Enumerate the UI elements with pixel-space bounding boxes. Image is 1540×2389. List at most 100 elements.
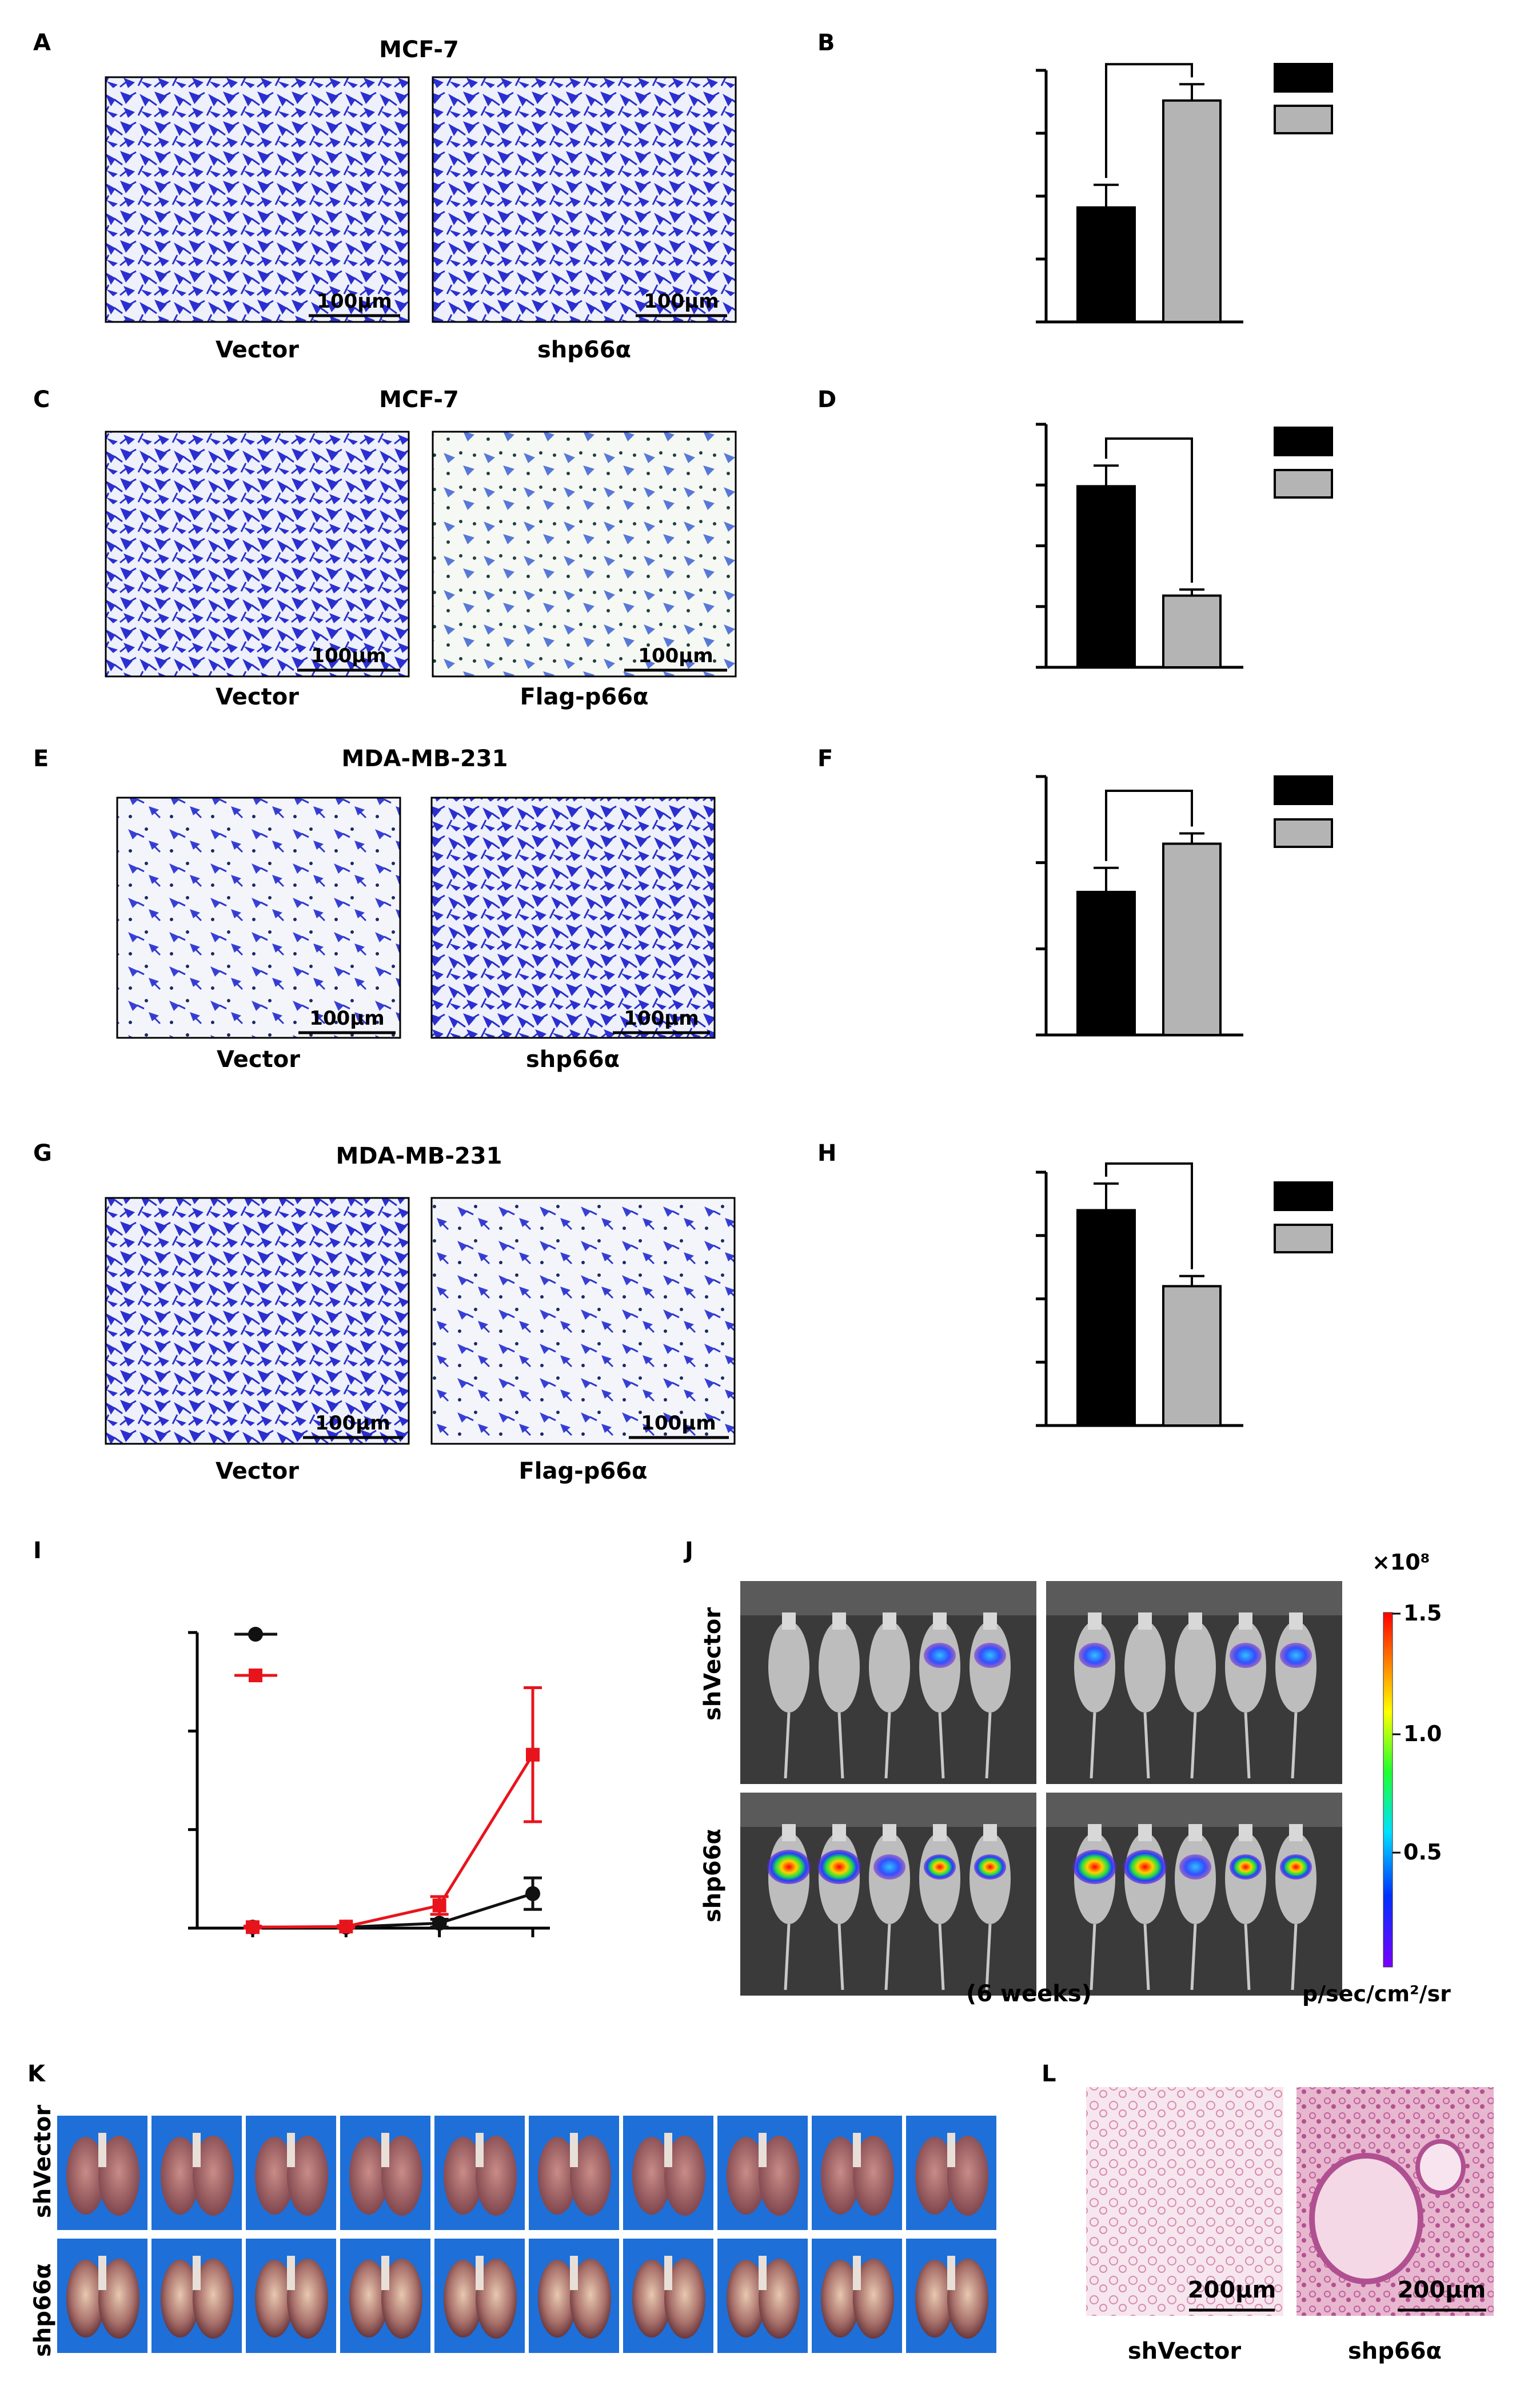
data-point <box>432 1916 447 1931</box>
luminescence-signal <box>873 1854 905 1880</box>
time-caption: (6 weeks) <box>966 1981 1092 2007</box>
legend-swatch <box>1274 469 1333 499</box>
lung-lobe <box>947 2136 988 2216</box>
lung-photo-shvector <box>906 2116 996 2230</box>
image-label-vector: Vector <box>216 337 299 363</box>
panel-letter: I <box>33 1538 42 1564</box>
luminescence-signal <box>1280 1854 1312 1880</box>
nose-cone <box>1088 1824 1102 1841</box>
nose-cone <box>933 1824 947 1841</box>
lung-lobe <box>538 2137 577 2215</box>
image-label-flag-p66a: Flag-p66α <box>520 684 648 710</box>
scale-bar-label: 100μm <box>309 1007 384 1030</box>
micrograph-shp66a <box>432 76 737 323</box>
row-label-shvector: shVector <box>30 2105 56 2218</box>
legend-swatch <box>1274 427 1333 456</box>
mouse-tail <box>985 1924 992 1990</box>
lung-lobe <box>381 2136 422 2216</box>
trachea <box>759 2256 767 2290</box>
nose-cone <box>883 1824 896 1841</box>
legend-swatch <box>1274 105 1333 134</box>
bar <box>1162 99 1222 324</box>
luminescence-signal <box>924 1854 956 1880</box>
lung-lobe <box>947 2259 988 2339</box>
data-point <box>526 1747 540 1762</box>
panel-letter: B <box>817 30 835 56</box>
trachea <box>664 2256 672 2290</box>
trachea <box>193 2133 201 2167</box>
panel-title: MDA-MB-231 <box>342 746 508 772</box>
mouse-body <box>1124 1621 1166 1713</box>
luminescence-signal <box>767 1850 811 1884</box>
lung-lobe <box>632 2137 671 2215</box>
panel-E: E MDA-MB-231 100μm 100μm Vector shp66α <box>33 746 716 1073</box>
scale-bar-label: 100μm <box>317 290 392 313</box>
luminescence-signal <box>1280 1643 1312 1668</box>
mouse-tail <box>1143 1712 1150 1779</box>
panel-letter: J <box>683 1538 693 1564</box>
lung-lobe <box>727 2137 765 2215</box>
mouse-tail <box>1143 1924 1150 1990</box>
mouse-tail <box>1190 1712 1197 1779</box>
mouse-tail <box>837 1924 844 1990</box>
lung-lobe <box>193 2136 234 2216</box>
row-label-shvector: shVector <box>700 1607 726 1721</box>
mouse-tail <box>1291 1712 1298 1779</box>
panel-title: MCF-7 <box>379 387 459 413</box>
bar-chart-F: F <box>817 746 1333 1037</box>
line-chart-I: I <box>33 1538 550 1937</box>
panel-letter: F <box>817 746 833 772</box>
mouse-tail <box>985 1712 992 1779</box>
lung-photo-shvector <box>434 2116 525 2230</box>
lung-lobe <box>161 2260 200 2338</box>
lung-photo-grid <box>57 2116 996 2353</box>
lung-lobe <box>759 2136 800 2216</box>
mouse-tail <box>1244 1924 1251 1990</box>
scale-bar-label: 200μm <box>1398 2277 1486 2303</box>
lung-lobe <box>570 2136 611 2216</box>
luminescence-signal <box>1073 1850 1116 1884</box>
nose-cone <box>1239 1612 1252 1630</box>
colorbar-tick-label: 0.5 <box>1403 1839 1442 1865</box>
lung-photo-shvector <box>57 2116 147 2230</box>
lung-lobe <box>821 2260 860 2338</box>
lung-lobe <box>98 2136 139 2216</box>
image-label-vector: Vector <box>216 1458 299 1484</box>
lung-lobe <box>287 2259 328 2339</box>
lung-photo-shp66a <box>906 2239 996 2353</box>
lung-photo-shp66a <box>57 2239 147 2353</box>
significance-bracket <box>1105 437 1193 583</box>
lung-photo-shp66a <box>246 2239 336 2353</box>
bar-chart-D: D <box>817 387 1333 669</box>
colorbar-tick-label: 1.5 <box>1403 1600 1442 1626</box>
trachea <box>947 2256 955 2290</box>
mouse-body <box>819 1621 860 1713</box>
lung-lobe <box>349 2137 388 2215</box>
row-label-shp66a: shp66α <box>700 1829 726 1922</box>
image-label-shvector: shVector <box>1128 2338 1241 2364</box>
ivis-image-grid <box>740 1581 1342 1996</box>
lung-lobe <box>255 2137 294 2215</box>
luminescence-signal <box>1179 1854 1211 1880</box>
panel-K: K shVector shp66α <box>27 2061 996 2357</box>
luminescence-signal <box>1230 1854 1262 1880</box>
significance-bracket <box>1105 63 1193 178</box>
micrograph-vector <box>105 1197 410 1445</box>
trachea <box>381 2133 389 2167</box>
data-point <box>432 1898 446 1913</box>
legend-swatch <box>1274 1224 1333 1253</box>
lung-lobe <box>444 2137 482 2215</box>
row-label-shp66a: shp66α <box>30 2263 56 2357</box>
nose-cone <box>1188 1824 1202 1841</box>
legend-marker <box>249 1669 262 1682</box>
panel-letter: E <box>33 746 49 772</box>
luminescence-signal <box>1230 1643 1262 1668</box>
trachea <box>759 2133 767 2167</box>
series-line <box>253 1892 533 1929</box>
lung-lobe <box>664 2136 705 2216</box>
mouse-tail <box>784 1924 791 1990</box>
scale-bar-label: 100μm <box>311 644 386 667</box>
lung-lobe <box>821 2137 860 2215</box>
micrograph-vector <box>116 797 401 1039</box>
trachea <box>853 2133 861 2167</box>
